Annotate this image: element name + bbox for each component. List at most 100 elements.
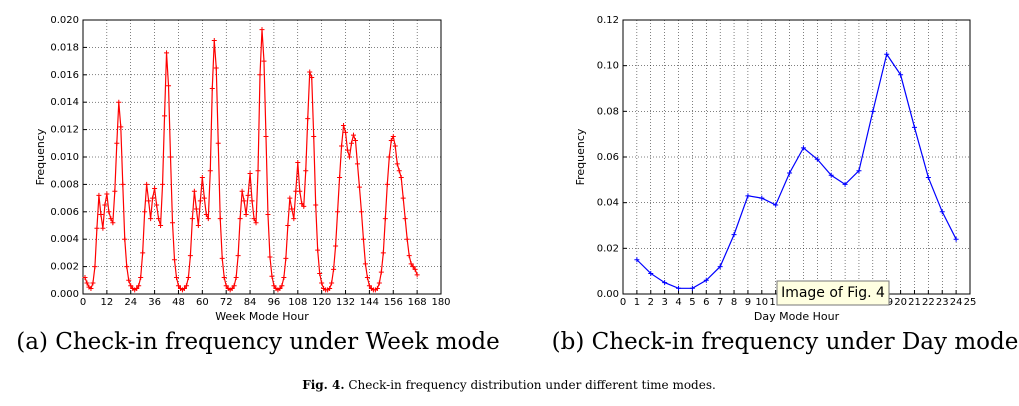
point-marker <box>112 188 118 194</box>
point-marker <box>170 220 175 226</box>
point-marker <box>291 216 297 222</box>
point-marker <box>148 216 154 222</box>
point-marker <box>249 198 255 204</box>
point-marker <box>800 145 806 151</box>
x-tick-label: 132 <box>336 297 355 308</box>
point-marker <box>146 198 152 204</box>
point-marker <box>191 188 197 194</box>
data-line <box>84 29 418 291</box>
point-marker <box>175 283 181 289</box>
point-marker <box>209 86 215 91</box>
x-tick-label: 24 <box>124 297 137 308</box>
point-marker <box>303 168 309 174</box>
point-marker <box>265 212 271 218</box>
point-marker <box>285 223 291 228</box>
point-marker <box>828 172 834 178</box>
x-tick-label: 60 <box>196 297 209 308</box>
y-tick-label: 0.020 <box>50 15 79 26</box>
point-marker <box>261 58 267 64</box>
point-marker <box>120 181 126 187</box>
point-marker <box>731 232 737 238</box>
point-marker <box>231 283 237 289</box>
point-marker <box>213 65 219 71</box>
point-marker <box>189 216 195 222</box>
point-marker <box>263 133 269 139</box>
point-marker <box>197 198 203 204</box>
point-marker <box>104 191 110 197</box>
x-tick-label: 120 <box>312 297 331 308</box>
point-marker <box>122 236 128 242</box>
point-marker <box>185 275 191 281</box>
y-tick-label: 0.018 <box>50 42 79 53</box>
point-marker <box>347 154 353 160</box>
point-marker <box>108 216 114 222</box>
point-marker <box>366 283 372 289</box>
point-marker <box>287 195 293 201</box>
y-tick-label: 0.00 <box>597 289 619 300</box>
point-marker <box>378 269 384 275</box>
tooltip-box <box>776 280 890 306</box>
point-marker <box>384 181 390 187</box>
point-marker <box>634 257 640 263</box>
point-marker <box>219 255 225 261</box>
x-tick-label: 108 <box>288 297 307 308</box>
point-marker <box>814 156 820 162</box>
x-tick-label: 180 <box>431 297 450 308</box>
point-marker <box>92 264 98 270</box>
point-marker <box>144 181 150 187</box>
point-marker <box>183 283 189 289</box>
point-marker <box>221 275 227 281</box>
point-marker <box>251 216 257 222</box>
point-marker <box>339 143 345 149</box>
point-marker <box>281 275 287 281</box>
point-marker <box>156 216 162 222</box>
point-marker <box>356 184 362 190</box>
x-axis-title: Week Mode Hour <box>215 310 309 323</box>
point-marker <box>388 138 394 144</box>
y-tick-label: 0.02 <box>597 243 619 254</box>
point-marker <box>870 108 876 114</box>
point-marker <box>98 212 104 218</box>
point-marker <box>307 69 313 75</box>
point-marker <box>925 175 931 181</box>
y-tick-label: 0.010 <box>50 152 79 163</box>
x-tick-label: 5 <box>689 297 695 308</box>
point-marker <box>408 261 414 267</box>
point-marker <box>187 253 193 259</box>
point-marker <box>271 283 277 289</box>
point-marker <box>662 280 668 286</box>
point-marker <box>350 132 356 138</box>
point-marker <box>382 216 388 222</box>
point-marker <box>207 168 213 174</box>
x-tick-label: 48 <box>172 297 185 308</box>
point-marker <box>648 270 654 276</box>
point-marker <box>305 116 311 122</box>
point-marker <box>380 250 386 256</box>
y-tick-label: 0.012 <box>50 125 79 136</box>
point-marker <box>319 280 325 286</box>
point-marker <box>217 216 223 222</box>
point-marker <box>215 140 221 146</box>
point-marker <box>333 243 339 249</box>
point-marker <box>787 170 793 176</box>
point-marker <box>404 236 410 242</box>
point-marker <box>88 286 94 292</box>
point-marker <box>152 186 158 192</box>
point-marker <box>126 277 132 283</box>
point-marker <box>717 264 723 270</box>
point-marker <box>345 147 351 153</box>
point-marker <box>82 275 88 281</box>
point-marker <box>297 188 303 194</box>
point-marker <box>295 159 301 165</box>
point-marker <box>400 195 406 201</box>
x-tick-label: 156 <box>384 297 403 308</box>
point-marker <box>392 143 398 149</box>
y-tick-label: 0.002 <box>50 262 79 273</box>
point-marker <box>168 154 174 160</box>
point-marker <box>313 202 319 208</box>
x-tick-label: 8 <box>731 297 737 308</box>
point-marker <box>110 220 116 226</box>
point-marker <box>154 202 160 208</box>
x-tick-label: 84 <box>244 297 257 308</box>
point-marker <box>279 283 285 289</box>
